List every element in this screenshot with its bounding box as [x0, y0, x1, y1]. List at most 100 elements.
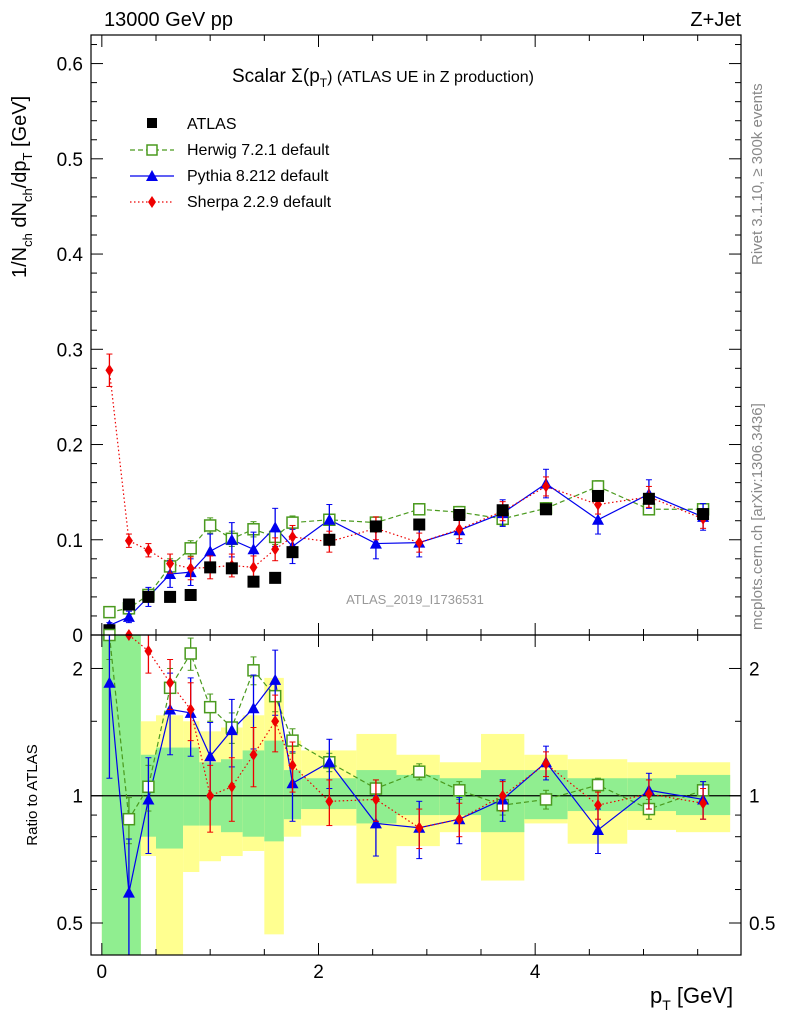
x-axis-label: pT [GeV]: [650, 983, 733, 1013]
y-tick-label: 0.5: [57, 150, 83, 171]
main-title-tail: ) (ATLAS UE in Z production): [327, 69, 534, 86]
legend-marker-herwig: [130, 144, 174, 156]
marker-sherpa: [455, 813, 464, 826]
ratio-y-tick-label: 2: [72, 659, 83, 680]
marker-atlas: [453, 509, 466, 521]
marker-pythia: [225, 724, 238, 736]
marker-sherpa: [105, 364, 114, 377]
marker-pythia: [269, 521, 282, 533]
marker-atlas: [164, 590, 177, 603]
marker-sherpa: [271, 715, 280, 728]
series-markers: [103, 353, 710, 956]
marker-pythia: [103, 676, 116, 688]
marker-sherpa: [415, 821, 424, 834]
marker-sherpa: [288, 530, 297, 543]
mcplots-label: mcplots.cern.ch [arXiv:1306.3436]: [749, 403, 766, 630]
marker-sherpa: [455, 523, 464, 536]
xlabel-tail: [GeV]: [671, 983, 733, 1008]
marker-atlas: [540, 503, 552, 516]
marker-pythia: [247, 543, 260, 555]
marker-sherpa: [325, 795, 334, 808]
x-tick-label: 2: [313, 962, 324, 983]
stat-band: [101, 635, 117, 955]
marker-sherpa: [288, 759, 297, 772]
main-ylabel: 1/Nch dNch/dpT [GeV]: [9, 96, 35, 278]
ylabel-p4: /dp: [9, 160, 31, 188]
main-title: Scalar Σ(pT) (ATLAS UE in Z production): [232, 66, 534, 90]
ratio-y-tick-label-right: 1: [749, 787, 760, 808]
marker-herwig: [103, 605, 116, 619]
ratio-frame: [90, 634, 742, 956]
marker-atlas: [323, 533, 336, 546]
header-left: 13000 GeV pp: [104, 9, 233, 31]
marker-pythia: [142, 793, 155, 805]
ratio-bands: [101, 635, 731, 955]
y-tick-label: 0.1: [57, 531, 83, 552]
marker-herwig: [413, 765, 426, 778]
xlabel-sub: T: [662, 997, 671, 1013]
marker-sherpa: [644, 787, 653, 800]
marker-sherpa: [186, 562, 195, 575]
marker-sherpa: [124, 534, 133, 547]
main-title-main: Scalar Σ(p: [232, 66, 320, 87]
marker-pythia: [323, 756, 336, 768]
marker-sherpa: [249, 748, 258, 761]
ylabel-p5: T: [20, 152, 35, 160]
legend-label-herwig: Herwig 7.2.1 default: [187, 142, 330, 159]
marker-sherpa: [166, 676, 175, 689]
marker-sherpa: [498, 789, 507, 802]
marker-atlas: [247, 575, 260, 588]
ylabel-p2: dN: [9, 202, 31, 233]
ylabel-p0: 1/N: [9, 247, 31, 278]
rivet-label: Rivet 3.1.10, ≥ 300k events: [749, 83, 766, 265]
ratio-y-tick-label-right: 0.5: [749, 914, 775, 935]
ratio-y-tick-label: 1: [72, 787, 83, 808]
marker-atlas: [225, 562, 238, 575]
marker-atlas: [204, 561, 217, 574]
ratio-ylabel: Ratio to ATLAS: [24, 744, 41, 845]
marker-herwig: [247, 664, 260, 677]
marker-atlas: [369, 520, 382, 533]
series-line: [108, 370, 704, 569]
marker-sherpa: [227, 780, 236, 793]
marker-herwig: [591, 778, 605, 792]
marker-sherpa: [249, 561, 258, 574]
marker-herwig: [184, 542, 197, 555]
marker-sherpa: [542, 757, 550, 770]
marker-sherpa: [371, 793, 380, 806]
legend-marker-atlas: [147, 118, 157, 128]
marker-pythia: [225, 533, 238, 545]
stat-band: [396, 774, 440, 816]
marker-atlas: [413, 518, 426, 531]
marker-atlas: [122, 598, 135, 611]
marker-sherpa: [271, 543, 280, 556]
marker-pythia: [204, 750, 217, 762]
marker-atlas: [496, 504, 509, 517]
legend-label-pythia: Pythia 8.212 default: [187, 168, 329, 185]
y-tick-label: 0.4: [57, 245, 84, 266]
stat-band: [117, 635, 141, 955]
ylabel-p6: [GeV]: [9, 96, 31, 153]
marker-pythia: [122, 610, 135, 622]
xlabel-main: p: [650, 983, 662, 1008]
marker-pythia: [369, 537, 382, 549]
header-right: Z+Jet: [690, 9, 741, 31]
marker-sherpa: [594, 799, 602, 812]
marker-sherpa: [166, 557, 175, 570]
stat-band: [183, 747, 200, 826]
stat-band: [439, 778, 481, 816]
marker-sherpa: [206, 789, 215, 802]
marker-pythia: [323, 513, 336, 525]
ylabel-p1: ch: [20, 233, 35, 247]
marker-pythia: [122, 886, 135, 898]
marker-herwig: [413, 503, 426, 516]
marker-pythia: [369, 817, 382, 829]
marker-sherpa: [144, 544, 153, 557]
marker-herwig: [203, 700, 217, 714]
marker-atlas: [642, 492, 655, 505]
ratio-y-tick-label-right: 2: [749, 659, 760, 680]
legend-label-atlas: ATLAS: [187, 116, 237, 133]
x-tick-label: 4: [530, 962, 541, 983]
marker-herwig: [203, 519, 217, 532]
